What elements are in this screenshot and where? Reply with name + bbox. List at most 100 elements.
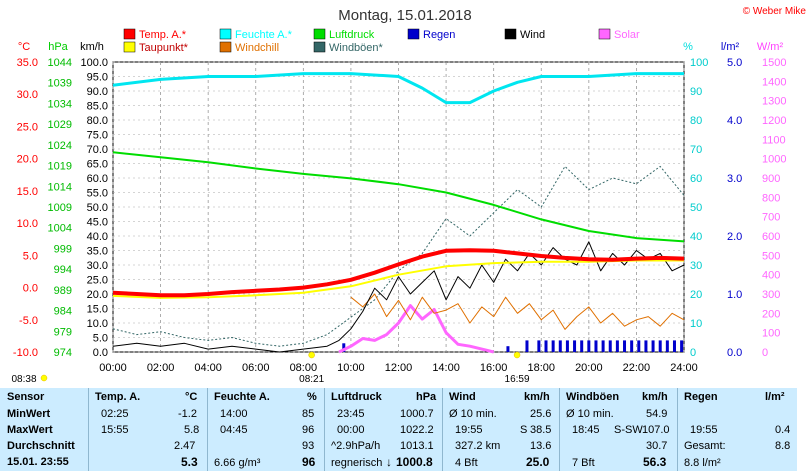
rain-total: 8.8 <box>775 440 791 452</box>
pressure-tick-label: 1044 <box>48 57 72 69</box>
wind-unit: km/h <box>524 391 550 403</box>
pressure-tick-label: 1009 <box>48 202 72 214</box>
legend: Temp. A.* Feuchte A.* Luftdruck Regen Wind So… <box>123 28 640 54</box>
rain-bar <box>537 340 541 352</box>
wind-tick-label: 65.0 <box>87 159 108 171</box>
temp-max-time: 15:55 <box>101 424 129 436</box>
sun-times: 08:21 16:59 08:38 <box>11 351 530 385</box>
wind-avg10-label: Ø 10 min. <box>449 408 497 420</box>
wind-max: 38.5 <box>530 424 552 436</box>
solar-tick-label: 1000 <box>762 154 786 166</box>
x-tick-label: 04:00 <box>194 362 222 374</box>
solar-tick-label: 400 <box>762 270 780 282</box>
row-label-max: MaxWert <box>7 424 53 436</box>
rain-bar <box>601 340 605 352</box>
wind-tick-label: 25.0 <box>87 275 108 287</box>
row-label-min: MinWert <box>7 408 51 420</box>
rain-bar <box>608 340 612 352</box>
humidity-tick-label: 10 <box>690 318 702 330</box>
rain-tick-label: 4.0 <box>727 115 742 127</box>
rain-bar <box>594 340 598 352</box>
wind-tick-label: 100.0 <box>80 57 108 69</box>
x-tick-label: 10:00 <box>337 362 365 374</box>
solar-tick-label: 0 <box>762 347 768 359</box>
pressure-tick-label: 1004 <box>48 223 72 235</box>
gusts-avg10-label: Ø 10 min. <box>566 408 614 420</box>
humidity-max: 96 <box>302 424 315 436</box>
solar-tick-label: 100 <box>762 328 780 340</box>
tick-labels: 35.0 30.0 25.0 20.0 15.0 10.0 5.0 0.0 -5.0 -10.0 1… <box>13 57 787 374</box>
legend-label: Feuchte A.* <box>235 29 293 41</box>
wind-tick-label: 35.0 <box>87 246 108 258</box>
rain-max: 0.4 <box>775 424 791 436</box>
wind-tick-label: 5.0 <box>93 333 108 345</box>
rain-bar <box>525 340 529 352</box>
legend-swatch <box>598 28 611 40</box>
temp-tick-label: -10.0 <box>13 347 38 359</box>
humidity-min: 85 <box>302 408 315 420</box>
solar-tick-label: 1500 <box>762 57 786 69</box>
gusts-current: 56.3 <box>643 455 667 469</box>
solar-unit-label: W/m² <box>757 41 784 53</box>
chart-title: Montag, 15.01.2018 <box>338 7 471 24</box>
rain-tick-label: 3.0 <box>727 173 742 185</box>
solar-tick-label: 500 <box>762 250 780 262</box>
wind-max-time: 19:55 <box>455 424 483 436</box>
solar-tick-label: 800 <box>762 192 780 204</box>
humidity-avg: 93 <box>302 440 315 452</box>
series-line-feuchte-a <box>112 72 684 105</box>
rain-bar <box>580 340 584 352</box>
gusts-max: 107.0 <box>642 424 670 436</box>
rain-bar <box>637 340 641 352</box>
sunset-label: 16:59 <box>505 374 530 385</box>
wind-tick-label: 85.0 <box>87 101 108 113</box>
wind-max-dir: S <box>520 424 528 436</box>
moon-icon <box>40 374 48 382</box>
rain-tick-label: 5.0 <box>727 57 742 69</box>
pressure-title: Luftdruck <box>331 391 382 403</box>
pressure-trend-arrow: ↓ <box>386 455 392 469</box>
humidity-tick-label: 30 <box>690 260 702 272</box>
pressure-avg: 1013.1 <box>400 440 434 452</box>
pressure-tick-label: 984 <box>54 306 72 318</box>
rain-tick-label: 2.0 <box>727 231 742 243</box>
rain-bar <box>658 340 662 352</box>
wind-unit-label: km/h <box>80 41 104 53</box>
temp-tick-label: 20.0 <box>17 154 38 166</box>
x-tick-label: 14:00 <box>432 362 460 374</box>
moon-rise-label: 08:38 <box>11 374 36 385</box>
humidity-tick-label: 90 <box>690 86 702 98</box>
solar-tick-label: 600 <box>762 231 780 243</box>
temp-max: 5.8 <box>184 424 200 436</box>
pressure-max-time: 00:00 <box>337 424 365 436</box>
pressure-min: 1000.7 <box>400 408 434 420</box>
x-tick-label: 02:00 <box>147 362 175 374</box>
wind-bft: 4 Bft <box>455 457 478 469</box>
pressure-tick-label: 1024 <box>48 140 72 152</box>
wind-tick-label: 15.0 <box>87 304 108 316</box>
humidity-tick-label: 80 <box>690 115 702 127</box>
wind-tick-label: 20.0 <box>87 289 108 301</box>
pressure-tick-label: 1014 <box>48 181 72 193</box>
pressure-tick-label: 1034 <box>48 98 72 110</box>
humidity-min-time: 14:00 <box>220 408 248 420</box>
grid <box>112 61 685 353</box>
solar-tick-label: 300 <box>762 289 780 301</box>
legend-swatch <box>123 28 136 40</box>
legend-label: Temp. A.* <box>139 29 187 41</box>
pressure-tick-label: 1019 <box>48 161 72 173</box>
series-line-taupunkt <box>112 259 684 299</box>
gusts-unit: km/h <box>642 391 668 403</box>
wind-tick-label: 90.0 <box>87 86 108 98</box>
wind-avg: 13.6 <box>530 440 552 452</box>
gusts-avg: 30.7 <box>646 440 668 452</box>
rain-bar <box>565 340 569 352</box>
gusts-title: Windböen <box>566 391 620 403</box>
legend-swatch <box>504 28 517 40</box>
humidity-abs: 6.66 g/m³ <box>214 457 261 469</box>
wind-tick-label: 95.0 <box>87 72 108 84</box>
pressure-tick-label: 1029 <box>48 119 72 131</box>
rain-tick-label: 0.0 <box>727 347 742 359</box>
humidity-unit-label: % <box>683 41 693 53</box>
temp-tick-label: 25.0 <box>17 121 38 133</box>
